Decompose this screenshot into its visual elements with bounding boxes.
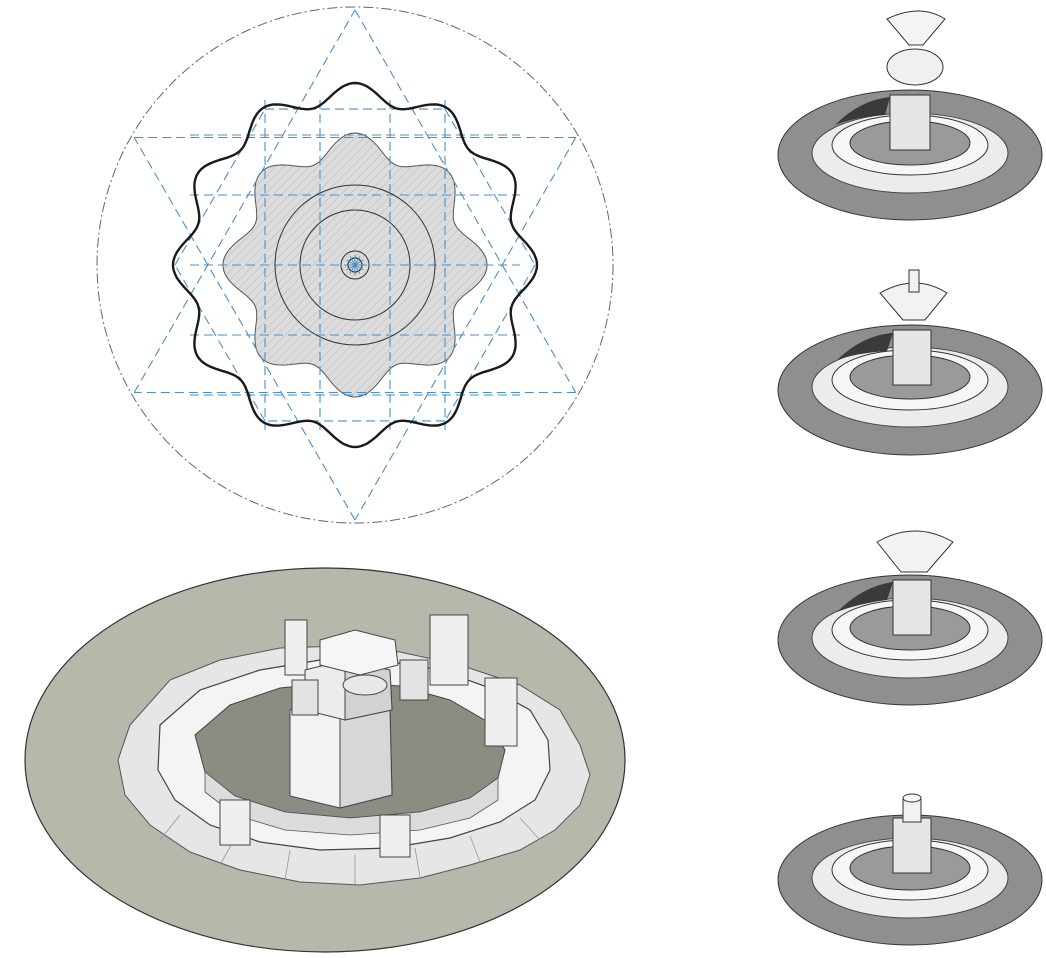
construction-line: [133, 137, 356, 521]
variant-3-svg: [777, 530, 1043, 706]
pedestal: [892, 329, 932, 386]
construction-line: [133, 9, 356, 393]
variant-4: [775, 770, 1045, 955]
construction-line: [354, 137, 577, 521]
center-star: [345, 255, 365, 275]
basin-inner-face: [204, 771, 499, 836]
star-ray: [349, 256, 356, 266]
bowl-lower: [886, 48, 944, 86]
wall-pilasters: [219, 614, 518, 858]
construction-line: [174, 108, 266, 266]
construction-line: [354, 9, 577, 393]
pedestal: [892, 817, 932, 874]
axonometric-main-svg: [24, 567, 626, 953]
outer-circle: [96, 6, 614, 524]
construction-lines: [133, 9, 577, 521]
star-ray: [354, 264, 361, 274]
pedestal: [892, 579, 932, 636]
central-pedestal: [289, 629, 429, 809]
spill-shadow: [837, 333, 893, 360]
bowl-large: [876, 530, 954, 573]
ring-small: [340, 250, 370, 280]
variant-1: [775, 5, 1045, 225]
construction-line: [444, 264, 536, 422]
variant-4-svg: [777, 793, 1043, 946]
star-ray: [354, 256, 361, 266]
spout-top: [902, 793, 922, 803]
ring-large: [274, 184, 436, 346]
plan-drawing-svg: [96, 6, 614, 524]
star-ray: [354, 264, 364, 271]
ring-medium: [299, 209, 411, 321]
spill-shadow: [835, 97, 890, 125]
star-ray: [354, 259, 364, 266]
variant-2: [775, 265, 1045, 465]
spill-shadow: [837, 582, 893, 612]
star-ray: [346, 259, 356, 266]
variant-3: [775, 520, 1045, 715]
pedestal: [889, 94, 931, 151]
plan-drawing: [90, 0, 620, 530]
bowl: [879, 282, 948, 321]
variant-2-svg: [777, 269, 1043, 456]
variant-1-svg: [777, 10, 1043, 221]
basin-outline: [171, 81, 539, 449]
axonometric-main: [20, 560, 630, 955]
bowl-upper: [886, 10, 946, 46]
spout: [908, 269, 920, 293]
star-ray: [346, 264, 356, 271]
star-ray: [349, 264, 356, 274]
